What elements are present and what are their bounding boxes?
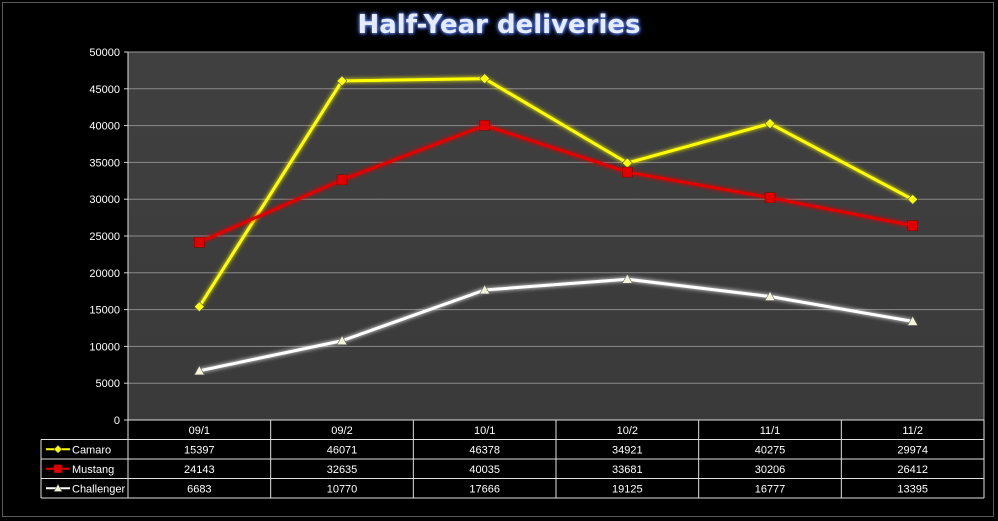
y-tick-label: 0: [114, 415, 120, 427]
challenger-point: [907, 315, 919, 326]
challenger-legend-marker: [53, 483, 63, 492]
mustang-point: [907, 220, 918, 231]
mustang-value: 24143: [184, 464, 215, 476]
mustang-value: 33681: [612, 464, 643, 476]
camaro-legend-marker: [53, 444, 63, 454]
y-tick-label: 35000: [89, 157, 120, 169]
camaro-value: 40275: [755, 444, 786, 456]
category-label: 11/2: [902, 425, 923, 437]
challenger-point: [336, 335, 348, 346]
camaro-value: 29974: [897, 444, 928, 456]
chart-title: Half-Year deliveries: [357, 10, 641, 40]
category-label: 09/2: [331, 425, 352, 437]
category-label: 09/1: [189, 425, 210, 437]
challenger-legend-label: Challenger: [72, 483, 126, 495]
challenger-value: 6683: [187, 483, 211, 495]
y-tick-label: 40000: [89, 121, 120, 133]
camaro-point: [193, 301, 205, 313]
category-label: 10/2: [617, 425, 638, 437]
camaro-value: 34921: [612, 444, 643, 456]
camaro-legend-label: Camaro: [72, 444, 111, 456]
challenger-point: [479, 284, 491, 295]
camaro-point: [907, 193, 919, 205]
y-tick-label: 5000: [96, 378, 120, 390]
camaro-point: [479, 73, 491, 85]
mustang-point: [336, 174, 348, 186]
mustang-value: 32635: [327, 464, 358, 476]
camaro-value: 46378: [469, 444, 500, 456]
camaro-value: 15397: [184, 444, 215, 456]
y-tick-label: 30000: [89, 194, 120, 206]
mustang-point: [764, 192, 776, 203]
category-label: 10/1: [474, 425, 495, 437]
y-tick-label: 50000: [89, 47, 120, 59]
mustang-value: 40035: [469, 464, 500, 476]
category-label: 11/1: [760, 425, 781, 437]
challenger-value: 17666: [469, 483, 500, 495]
challenger-point: [621, 273, 633, 284]
mustang-value: 26412: [897, 464, 928, 476]
camaro-point: [764, 118, 776, 130]
challenger-value: 10770: [327, 483, 358, 495]
challenger-point: [764, 290, 776, 301]
mustang-line: [198, 123, 913, 244]
challenger-value: 16777: [755, 483, 786, 495]
y-tick-label: 20000: [89, 268, 120, 280]
challenger-line: [199, 277, 913, 373]
challenger-value: 19125: [612, 483, 643, 495]
y-tick-label: 45000: [89, 84, 120, 96]
mustang-legend-label: Mustang: [72, 464, 114, 476]
camaro-point: [336, 75, 348, 87]
y-tick-label: 10000: [89, 341, 120, 353]
y-tick-label: 25000: [89, 231, 120, 243]
mustang-point: [622, 166, 633, 178]
challenger-point: [193, 365, 205, 376]
camaro-value: 46071: [327, 444, 358, 456]
y-tick-label: 15000: [89, 305, 120, 317]
mustang-value: 30206: [755, 464, 786, 476]
mustang-legend-marker: [53, 464, 63, 474]
challenger-value: 13395: [897, 483, 928, 495]
camaro-line: [198, 77, 914, 308]
mustang-point: [479, 120, 490, 131]
mustang-point: [194, 237, 205, 248]
